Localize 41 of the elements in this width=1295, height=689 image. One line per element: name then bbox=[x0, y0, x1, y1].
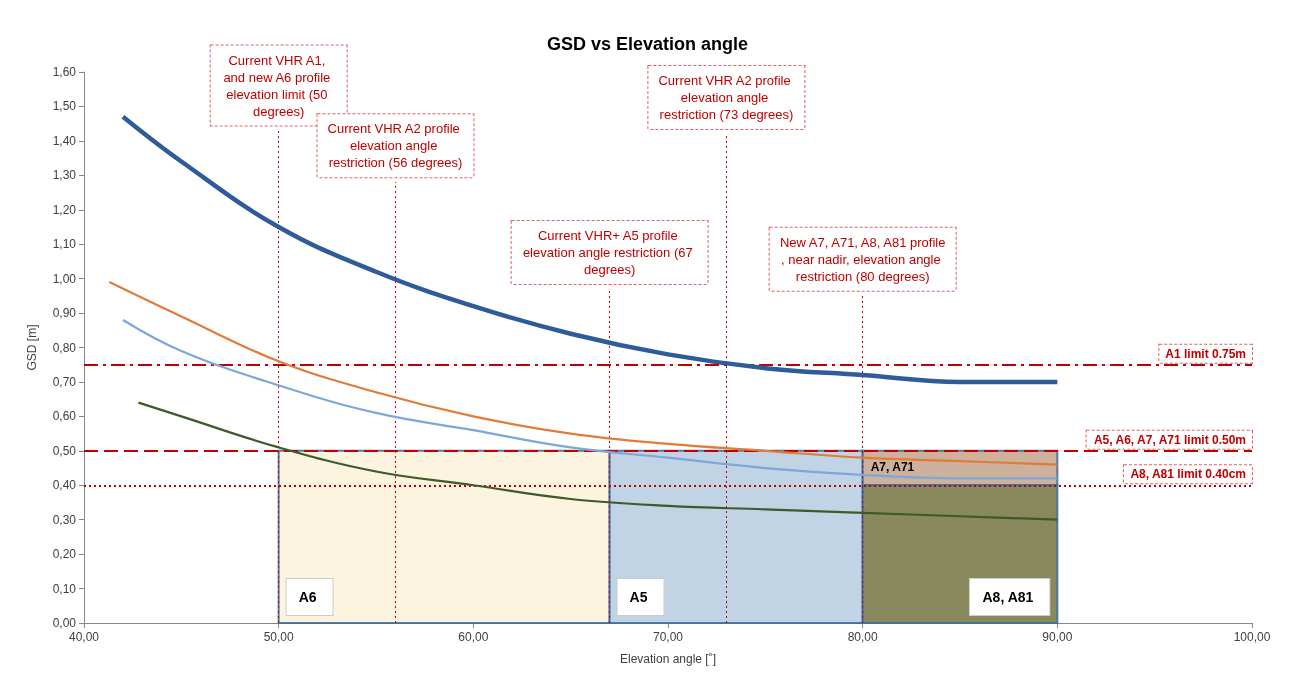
x-tick-label: 80,00 bbox=[847, 630, 879, 644]
y-tick-label: 0,50 bbox=[52, 443, 77, 458]
ref-line-label: Current VHR A1, and new A6 profile elevation limit (50 degrees) bbox=[223, 52, 334, 119]
x-tick-label: 90,00 bbox=[1042, 630, 1073, 644]
y-tick-label: 0,30 bbox=[52, 512, 77, 527]
x-tick-label: 70,00 bbox=[652, 630, 684, 644]
y-tick-label: 1,60 bbox=[52, 65, 77, 79]
ref-line-label: Current VHR+ A5 profile elevation angle restriction (67 degrees) bbox=[522, 227, 697, 277]
line-series bbox=[137, 401, 1059, 521]
band-label: A8, A81 bbox=[982, 589, 1034, 605]
x-tick-label: 100,00 bbox=[1233, 630, 1271, 644]
chart-title: GSD vs Elevation angle bbox=[546, 34, 749, 54]
y-tick-label: 0,80 bbox=[52, 340, 77, 355]
ref-line-label: A1 limit 0.75m bbox=[1165, 346, 1246, 361]
x-tick-label: 50,00 bbox=[263, 630, 295, 644]
y-tick-label: 0,10 bbox=[52, 581, 77, 596]
y-tick-label: 0,90 bbox=[52, 306, 77, 321]
y-tick-label: 0,00 bbox=[52, 616, 77, 630]
band-label: A6 bbox=[298, 589, 317, 605]
y-tick-label: 1,50 bbox=[52, 99, 77, 114]
y-tick-label: 1,40 bbox=[52, 133, 77, 148]
y-tick-label: 1,10 bbox=[52, 237, 77, 252]
y-axis-title: GSD [m] bbox=[25, 324, 39, 371]
ref-line-label: A8, A81 limit 0.40cm bbox=[1130, 467, 1246, 482]
y-tick-label: 1,20 bbox=[52, 202, 77, 217]
y-tick-label: 0,40 bbox=[52, 478, 77, 493]
band-label: A5 bbox=[629, 589, 648, 605]
line-series bbox=[121, 318, 1059, 480]
band-label: A7, A71 bbox=[870, 460, 915, 475]
y-tick-label: 1,30 bbox=[52, 168, 77, 183]
y-tick-label: 1,00 bbox=[52, 271, 77, 286]
y-tick-label: 0,70 bbox=[52, 374, 77, 389]
x-axis-title: Elevation angle [˚] bbox=[619, 652, 717, 666]
ref-line-label: Current VHR A2 profile elevation angle restriction (73 degrees) bbox=[658, 72, 795, 122]
y-tick-label: 0,20 bbox=[52, 547, 77, 562]
y-tick-label: 0,60 bbox=[52, 409, 77, 424]
ref-line-label: A5, A6, A7, A71 limit 0.50m bbox=[1093, 432, 1246, 447]
ref-line-label: New A7, A71, A8, A81 profile, near nadir, elevation angle restriction (80 degrees) bbox=[779, 234, 946, 284]
ref-line-label: Current VHR A2 profile elevation angle restriction (56 degrees) bbox=[327, 121, 464, 171]
x-tick-label: 40,00 bbox=[68, 630, 100, 644]
x-tick-label: 60,00 bbox=[458, 630, 489, 644]
